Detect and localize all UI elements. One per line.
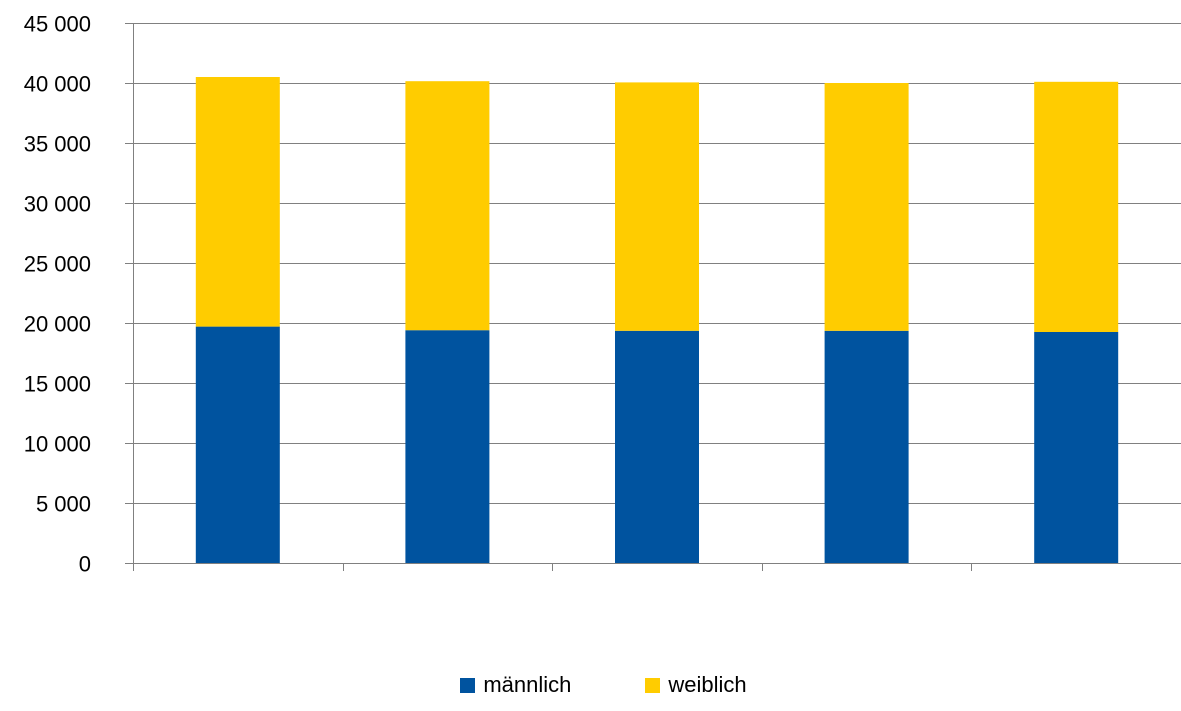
legend-item-weiblich: weiblich [645,672,747,698]
bar-weiblich [405,81,490,331]
bar-weiblich [195,77,280,327]
y-tick-label: 15 000 [24,372,91,397]
bar-maennlich [615,330,699,563]
y-tick-label: 25 000 [24,252,91,277]
y-tick-label: 5 000 [36,492,91,517]
y-tick-label: 20 000 [24,312,91,337]
bar-weiblich [615,82,699,331]
y-tick-label: 40 000 [24,72,91,97]
y-tick-label: 45 000 [24,12,91,37]
legend-item-maennlich: männlich [460,672,571,698]
legend-label-weiblich: weiblich [668,672,747,697]
legend: männlich weiblich [0,668,1181,702]
bar-maennlich [405,330,490,563]
legend-label-maennlich: männlich [483,672,572,697]
bar-maennlich [1034,332,1119,563]
y-tick-label: 0 [79,552,91,577]
legend-swatch-weiblich [645,677,661,693]
bar-maennlich [195,326,280,563]
y-tick-label: 30 000 [24,192,91,217]
bar-maennlich [824,330,909,563]
bar-weiblich [824,83,909,331]
legend-swatch-maennlich [460,677,476,693]
y-tick-label: 35 000 [24,132,91,157]
y-tick-label: 10 000 [24,432,91,457]
bar-weiblich [1034,81,1119,332]
